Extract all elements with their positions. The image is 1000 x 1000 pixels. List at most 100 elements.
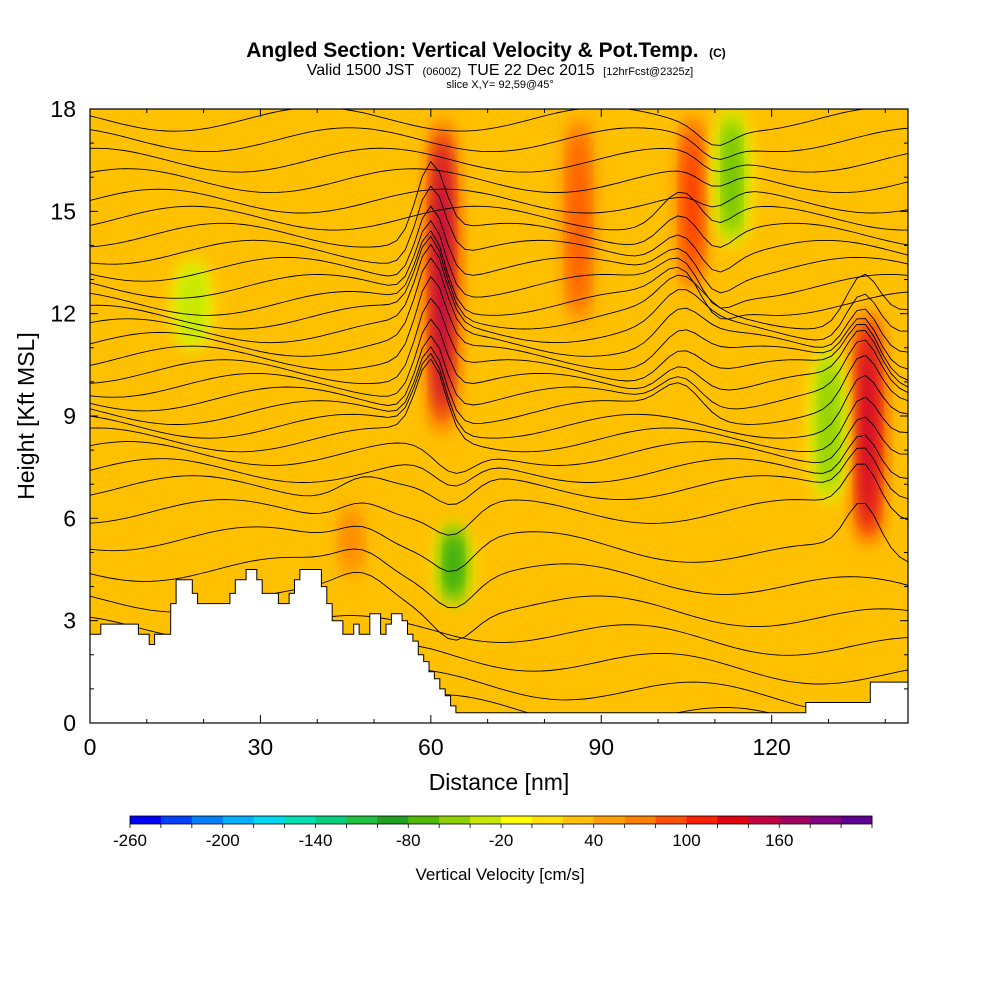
colorbar-swatch <box>624 816 657 824</box>
velocity-core-level <box>725 119 738 235</box>
colorbar-label: Vertical Velocity [cm/s] <box>415 865 584 884</box>
slice-info: slice X,Y= 92,59@45° <box>446 79 554 91</box>
colorbar-tick-label: -260 <box>113 831 147 850</box>
isentrope-line <box>90 297 908 385</box>
isentrope-line <box>90 168 908 194</box>
isentrope-line <box>90 463 908 536</box>
isentrope-line <box>90 318 908 398</box>
svg-text:Angled Section: Vertical Veloc: Angled Section: Vertical Velocity & Pot.… <box>246 39 726 62</box>
colorbar-swatch <box>160 816 193 824</box>
isentrope-line <box>90 191 908 231</box>
isentrope-line <box>90 548 908 609</box>
isentrope-line <box>90 352 908 439</box>
isentrope-line <box>90 160 908 248</box>
colorbar-swatch <box>470 816 502 824</box>
isentrope-line <box>90 205 908 294</box>
svg-text:Valid 1500 JST (0600Z): Valid 1500 JST (0600Z) TUE 22 Dec 2015 [… <box>307 62 693 79</box>
isentrope-line <box>90 335 908 412</box>
colorbar-swatch <box>408 816 440 824</box>
x-tick-label: 30 <box>248 734 274 760</box>
velocity-core <box>556 109 601 331</box>
colorbar-swatch <box>810 816 842 824</box>
colorbar-swatch <box>315 816 347 824</box>
x-tick-label: 90 <box>588 734 614 760</box>
velocity-core-level <box>684 124 700 282</box>
isentrope-line <box>90 275 908 371</box>
isentrope-line <box>90 220 908 309</box>
colorbar-swatch <box>562 816 595 824</box>
colorbar-swatch <box>191 816 224 824</box>
isentrope-line <box>90 257 908 357</box>
chart-title: Angled Section: Vertical Velocity & Pot.… <box>246 39 698 62</box>
colorbar-swatch <box>284 816 316 824</box>
x-tick-label: 60 <box>418 734 444 760</box>
isentrope-line <box>90 185 908 273</box>
colorbar-swatch <box>501 816 533 824</box>
isentrope-line <box>90 243 908 344</box>
colorbar-swatch <box>130 816 162 824</box>
colorbar-swatch <box>222 816 255 824</box>
isentrope-line <box>90 346 908 425</box>
colorbar-tick-label: -140 <box>298 831 332 850</box>
colorbar-swatch <box>686 816 718 824</box>
x-tick-label: 120 <box>752 734 790 760</box>
isentrope-line <box>90 358 908 453</box>
colorbar-swatch <box>841 816 873 824</box>
colorbar-tick-label: 160 <box>765 831 793 850</box>
colorbar-swatch <box>717 816 749 824</box>
chart-title-suffix: (C) <box>709 46 726 60</box>
isentrope-line <box>90 127 908 160</box>
y-tick-label: 18 <box>50 96 76 122</box>
colorbar-swatch <box>748 816 780 824</box>
velocity-core-level <box>343 507 360 574</box>
colorbar-swatch <box>377 816 409 824</box>
colorbar-swatch <box>779 816 811 824</box>
velocity-core <box>811 347 846 502</box>
colorbar-swatch <box>253 816 286 824</box>
colorbar-swatch <box>593 816 626 824</box>
y-tick-label: 6 <box>63 505 76 531</box>
isentrope-line <box>90 147 908 173</box>
isentrope-line <box>90 230 908 320</box>
forecast-info: [12hrFcst@2325z] <box>603 66 693 78</box>
isentrope-line <box>90 109 868 146</box>
isentrope-line <box>90 447 908 505</box>
axes: 0 30 60 90 120 0 3 6 9 12 15 18 <box>50 96 908 760</box>
isentrope-contours <box>90 109 908 723</box>
y-tick-label: 3 <box>63 608 76 634</box>
terrain-profile <box>90 569 908 723</box>
valid-date: TUE 22 Dec 2015 <box>468 62 595 79</box>
terrain <box>90 569 908 723</box>
isentrope-line <box>90 502 908 572</box>
isentrope-line <box>90 235 908 330</box>
isentrope-line <box>90 188 908 214</box>
colorbar-tick-label: 40 <box>584 831 603 850</box>
isentrope-line <box>90 434 908 487</box>
colorbar-swatch <box>346 816 378 824</box>
y-tick-label: 15 <box>50 198 76 224</box>
y-tick-label: 0 <box>63 710 76 736</box>
x-tick-label: 0 <box>84 734 97 760</box>
velocity-core-level <box>447 531 460 598</box>
colorbar-swatch <box>655 816 687 824</box>
velocity-core-level <box>822 360 835 489</box>
x-axis-label: Distance [nm] <box>429 769 570 795</box>
velocity-core <box>436 525 471 604</box>
isentrope-line <box>90 416 908 474</box>
velocity-core <box>670 109 715 297</box>
colorbar: -260 -200 -140 -80 -20 40 100 160 <box>113 815 873 850</box>
colorbar-tick-label: 100 <box>672 831 700 850</box>
y-tick-label: 12 <box>50 301 76 327</box>
colorbar-tick-label: -200 <box>206 831 240 850</box>
velocity-core-level <box>186 269 199 341</box>
velocity-core <box>846 303 891 553</box>
colorbar-swatch <box>439 816 471 824</box>
utc-time: (0600Z) <box>423 66 462 78</box>
velocity-core <box>329 501 374 580</box>
velocity-core <box>420 109 465 444</box>
velocity-core <box>714 109 749 246</box>
colorbar-tick-label: -20 <box>489 831 514 850</box>
colorbar-tick-label: -80 <box>396 831 421 850</box>
colorbar-swatch <box>531 816 564 824</box>
